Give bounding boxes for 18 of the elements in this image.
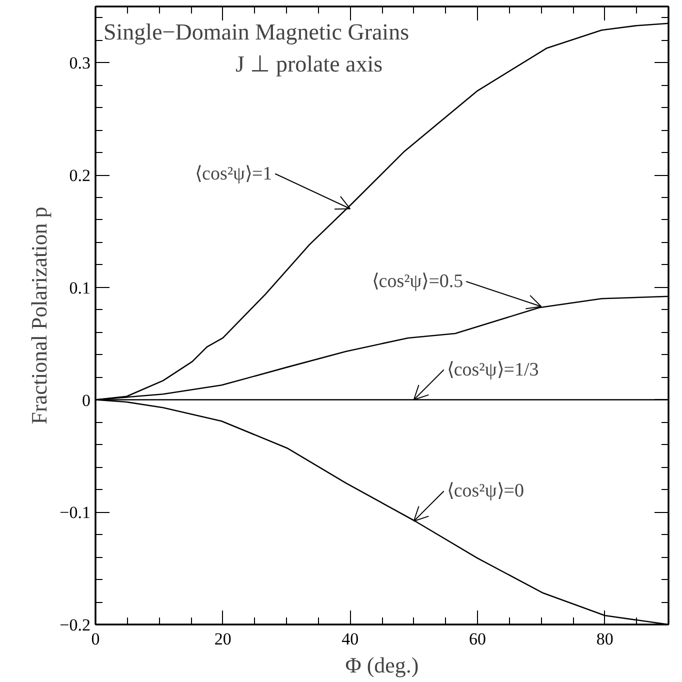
y-tick-label: −0.1: [60, 503, 91, 522]
text: Single−Domain Magnetic Grains: [104, 20, 410, 44]
y-axis-title: Fractional Polarization p: [26, 206, 52, 424]
x-tick-label: 40: [342, 630, 359, 648]
annotation: ⟨cos²ψ⟩=1/3: [446, 359, 539, 380]
annotation: ⟨cos²ψ⟩=0.5: [372, 271, 464, 292]
y-tick-label: −0.2: [60, 616, 91, 634]
annotation: ⟨cos²ψ⟩=0: [446, 480, 524, 502]
x-tick-label: 60: [469, 630, 486, 648]
x-tick-label: 80: [596, 630, 614, 648]
x-tick-label: 20: [214, 630, 232, 648]
y-tick-label: 0.1: [69, 278, 90, 298]
annotation: ⟨cos²ψ⟩=1: [195, 163, 272, 184]
x-axis-title: Φ (deg.): [345, 652, 419, 678]
y-tick-label: 0.2: [69, 166, 90, 186]
y-tick-label: 0.3: [69, 54, 90, 73]
text: J ⊥ prolate axis: [236, 52, 383, 76]
y-tick-label: 0: [82, 390, 90, 410]
